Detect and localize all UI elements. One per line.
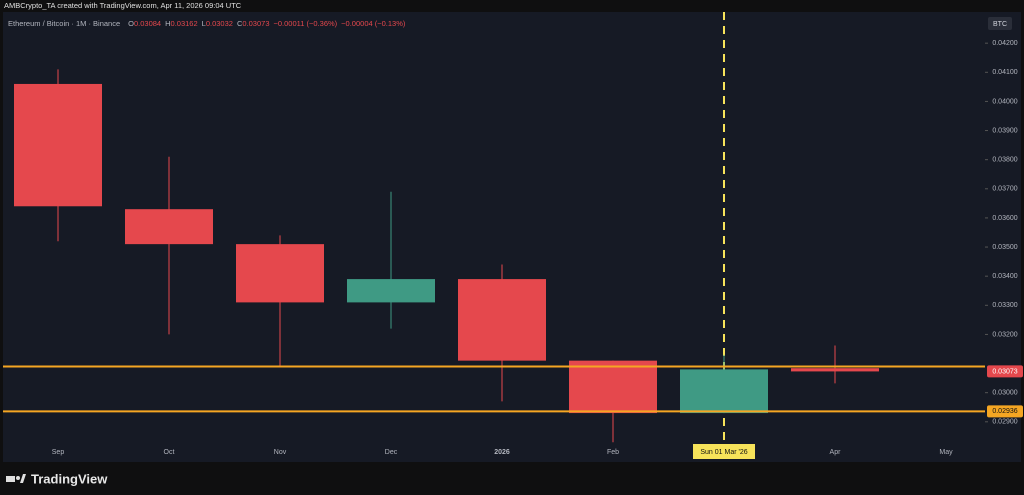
x-tick-label: Apr: [830, 449, 842, 456]
candle-body: [791, 368, 879, 372]
y-tick-label: 0.02900: [992, 419, 1017, 426]
legend-value: 0.03032: [206, 19, 233, 28]
legend-key: C: [237, 19, 243, 28]
candle-body: [680, 369, 768, 414]
x-tick-label: May: [939, 449, 953, 456]
y-tick-label: 0.03700: [992, 186, 1017, 193]
price-tag-label: 0.03073: [992, 368, 1017, 375]
candle-body: [458, 279, 546, 361]
y-tick-label: 0.03000: [992, 390, 1017, 397]
change: −0.00004 (−0.13%): [341, 19, 406, 28]
price-tag: [987, 365, 1023, 378]
watermark: AMBCrypto_TA created with TradingView.co…: [4, 1, 242, 10]
candle-body: [347, 279, 435, 303]
y-tick-label: 0.03500: [992, 244, 1017, 251]
brand: TradingView: [31, 471, 108, 486]
level-tag: [987, 405, 1023, 418]
legend-value: 0.03084: [134, 19, 161, 28]
change: −0.00011 (−0.36%): [274, 19, 338, 28]
currency-box: [988, 17, 1012, 30]
x-tick-label: Dec: [385, 449, 398, 456]
x-tick-label: Sep: [52, 449, 65, 456]
crosshair-label-box: [693, 444, 755, 459]
x-tick-label: Feb: [607, 449, 619, 456]
legend-value: 0.03073: [242, 19, 269, 28]
y-tick-label: 0.03900: [992, 127, 1017, 134]
y-tick-label: 0.03600: [992, 215, 1017, 222]
x-tick-label: Nov: [274, 449, 287, 456]
y-tick-label: 0.03200: [992, 331, 1017, 338]
x-tick-label: 2026: [494, 449, 510, 456]
crosshair-label: Sun 01 Mar '26: [700, 449, 747, 456]
y-tick-label: 0.04100: [992, 69, 1017, 76]
legend-key: O: [128, 19, 134, 28]
y-tick-label: 0.03800: [992, 157, 1017, 164]
candle-body: [569, 360, 657, 414]
legend: Ethereum / Bitcoin · 1M · Binance O0.0308…: [8, 19, 406, 28]
candle-body: [125, 209, 213, 245]
legend-key: H: [165, 19, 170, 28]
currency: BTC: [993, 21, 1007, 28]
candle-body: [14, 83, 102, 207]
level-tag-label: 0.02936: [992, 408, 1017, 415]
y-tick-label: 0.04200: [992, 40, 1017, 47]
y-tick-label: 0.03400: [992, 273, 1017, 280]
brand-logo: [6, 474, 26, 483]
legend-value: 0.03162: [171, 19, 198, 28]
symbol: Ethereum / Bitcoin · 1M · Binance: [8, 19, 120, 28]
legend-key: L: [202, 19, 206, 28]
y-tick-label: 0.03300: [992, 302, 1017, 309]
x-tick-label: Oct: [164, 449, 175, 456]
candle-body: [236, 244, 324, 303]
y-tick-label: 0.04000: [992, 98, 1017, 105]
